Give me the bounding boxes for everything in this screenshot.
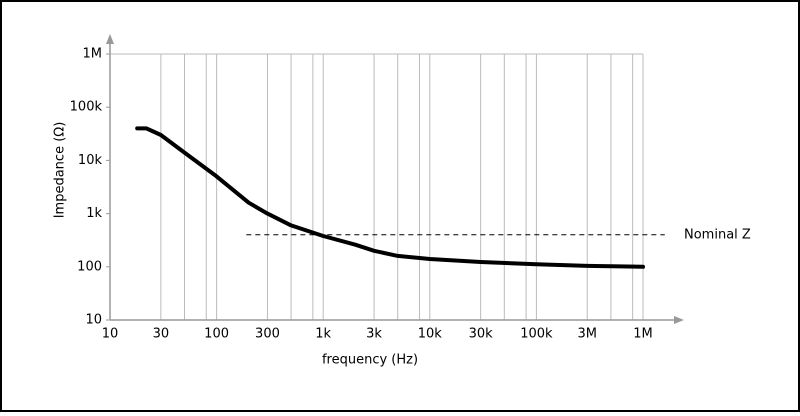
x-tick-label: 3M [578, 327, 598, 342]
y-tick-label: 1k [86, 206, 102, 221]
x-tick-label: 1M [633, 327, 653, 342]
y-axis-arrow [106, 34, 114, 44]
y-tick-label: 100k [70, 100, 103, 115]
y-tick-label: 10 [85, 313, 102, 328]
x-tick-label: 300 [255, 327, 280, 342]
x-tick-label: 10k [418, 327, 443, 342]
y-tick-label: 1M [83, 47, 103, 62]
y-axis-label: Impedance (Ω) [53, 122, 68, 219]
x-axis-arrow [674, 316, 684, 324]
y-tick-label: 100 [77, 259, 102, 274]
x-tick-label: 30 [153, 327, 170, 342]
y-tick-label: 10k [78, 153, 103, 168]
x-tick-label: 10 [102, 327, 119, 342]
x-tick-label: 100k [520, 327, 553, 342]
reference-label: Nominal Z [684, 227, 751, 242]
x-tick-label: 100 [204, 327, 229, 342]
x-tick-label: 1k [315, 327, 331, 342]
x-tick-label: 3k [366, 327, 382, 342]
x-tick-label: 30k [469, 327, 494, 342]
line-series [135, 126, 645, 269]
x-axis-label: frequency (Hz) [322, 353, 418, 368]
